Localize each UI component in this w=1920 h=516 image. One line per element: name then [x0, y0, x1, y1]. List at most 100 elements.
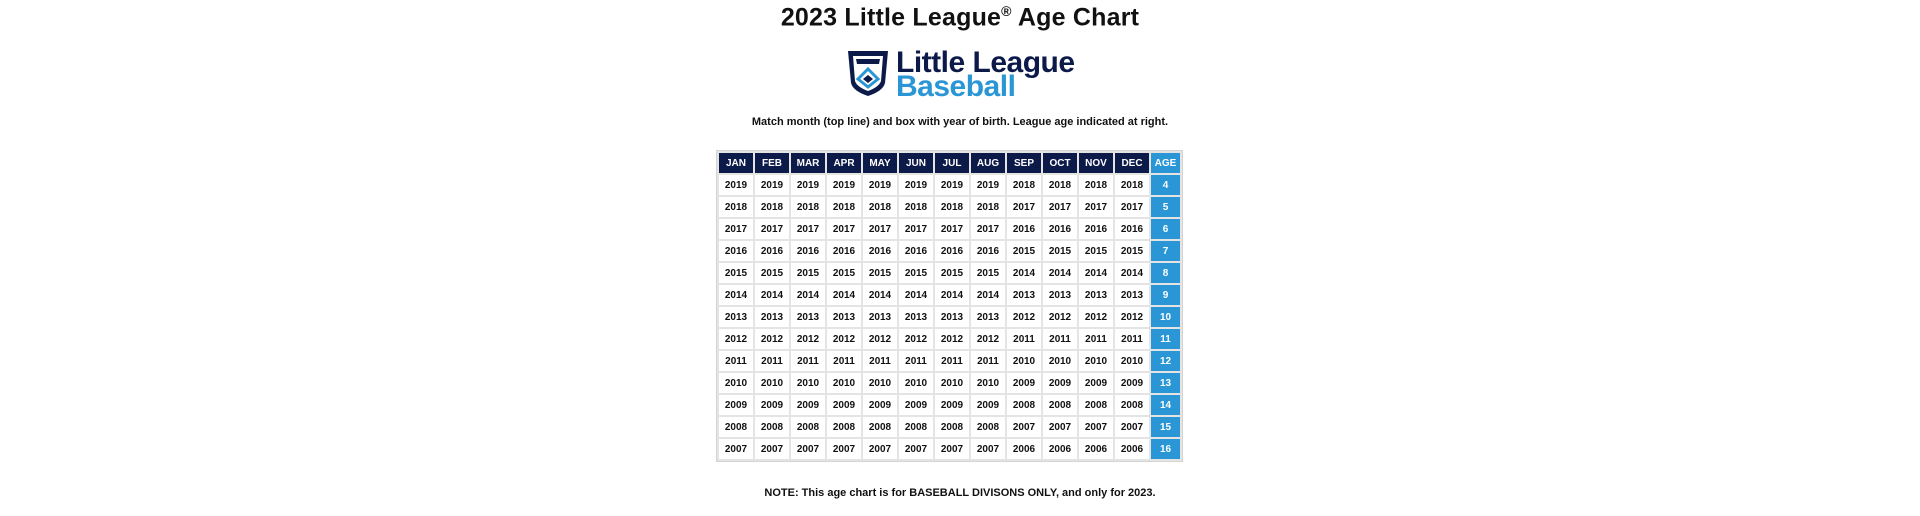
birth-year-cell: 2013	[755, 307, 789, 327]
birth-year-cell: 2015	[1115, 241, 1149, 261]
table-body: 2019 2019 2019 2019 2019 2019 2019 2019 2018 2018…	[719, 175, 1180, 459]
birth-year-cell: 2011	[791, 351, 825, 371]
birth-year-cell: 2016	[719, 241, 753, 261]
birth-year-cell: 2008	[1079, 395, 1113, 415]
birth-year-cell: 2019	[935, 175, 969, 195]
table-row: 2008 2008 2008 2008 2008 2008 2008 2008 2007 2007…	[719, 417, 1180, 437]
birth-year-cell: 2011	[863, 351, 897, 371]
birth-year-cell: 2016	[1115, 219, 1149, 239]
month-header: JUL	[935, 153, 969, 173]
birth-year-cell: 2018	[1007, 175, 1041, 195]
league-age-cell: 4	[1151, 175, 1180, 195]
logo-text-baseball: Baseball	[896, 70, 1016, 103]
birth-year-cell: 2013	[1007, 285, 1041, 305]
birth-year-cell: 2014	[1007, 263, 1041, 283]
birth-year-cell: 2017	[719, 219, 753, 239]
birth-year-cell: 2013	[971, 307, 1005, 327]
birth-year-cell: 2008	[935, 417, 969, 437]
birth-year-cell: 2017	[899, 219, 933, 239]
birth-year-cell: 2010	[935, 373, 969, 393]
birth-year-cell: 2013	[827, 307, 861, 327]
table-row: 2007 2007 2007 2007 2007 2007 2007 2007 2006 2006…	[719, 439, 1180, 459]
birth-year-cell: 2018	[1079, 175, 1113, 195]
birth-year-cell: 2011	[899, 351, 933, 371]
birth-year-cell: 2010	[863, 373, 897, 393]
birth-year-cell: 2007	[755, 439, 789, 459]
birth-year-cell: 2015	[935, 263, 969, 283]
birth-year-cell: 2015	[1043, 241, 1077, 261]
birth-year-cell: 2007	[1007, 417, 1041, 437]
page-title-suffix: Age Chart	[1011, 3, 1140, 32]
birth-year-cell: 2019	[899, 175, 933, 195]
birth-year-cell: 2017	[827, 219, 861, 239]
birth-year-cell: 2007	[971, 439, 1005, 459]
birth-year-cell: 2010	[827, 373, 861, 393]
birth-year-cell: 2015	[1007, 241, 1041, 261]
table-row: 2017 2017 2017 2017 2017 2017 2017 2017 2016 2016…	[719, 219, 1180, 239]
birth-year-cell: 2009	[935, 395, 969, 415]
birth-year-cell: 2009	[719, 395, 753, 415]
birth-year-cell: 2011	[1115, 329, 1149, 349]
month-header: JUN	[899, 153, 933, 173]
birth-year-cell: 2016	[1043, 219, 1077, 239]
birth-year-cell: 2019	[719, 175, 753, 195]
birth-year-cell: 2016	[827, 241, 861, 261]
birth-year-cell: 2012	[971, 329, 1005, 349]
birth-year-cell: 2008	[791, 417, 825, 437]
birth-year-cell: 2018	[791, 197, 825, 217]
birth-year-cell: 2009	[1115, 373, 1149, 393]
league-age-cell: 6	[1151, 219, 1180, 239]
birth-year-cell: 2017	[935, 219, 969, 239]
birth-year-cell: 2011	[1043, 329, 1077, 349]
birth-year-cell: 2007	[827, 439, 861, 459]
birth-year-cell: 2017	[1043, 197, 1077, 217]
birth-year-cell: 2018	[1115, 175, 1149, 195]
month-header: APR	[827, 153, 861, 173]
table-row: 2015 2015 2015 2015 2015 2015 2015 2015 2014 2014…	[719, 263, 1180, 283]
birth-year-cell: 2013	[899, 307, 933, 327]
birth-year-cell: 2013	[863, 307, 897, 327]
birth-year-cell: 2017	[791, 219, 825, 239]
birth-year-cell: 2014	[1079, 263, 1113, 283]
table-row: 2016 2016 2016 2016 2016 2016 2016 2016 2015 2015…	[719, 241, 1180, 261]
birth-year-cell: 2013	[1043, 285, 1077, 305]
birth-year-cell: 2016	[755, 241, 789, 261]
month-header: MAR	[791, 153, 825, 173]
month-header: AUG	[971, 153, 1005, 173]
birth-year-cell: 2012	[863, 329, 897, 349]
birth-year-cell: 2007	[935, 439, 969, 459]
birth-year-cell: 2011	[1079, 329, 1113, 349]
birth-year-cell: 2015	[791, 263, 825, 283]
birth-year-cell: 2015	[755, 263, 789, 283]
birth-year-cell: 2014	[755, 285, 789, 305]
birth-year-cell: 2015	[719, 263, 753, 283]
birth-year-cell: 2018	[1043, 175, 1077, 195]
birth-year-cell: 2013	[719, 307, 753, 327]
birth-year-cell: 2017	[971, 219, 1005, 239]
birth-year-cell: 2010	[971, 373, 1005, 393]
league-age-cell: 8	[1151, 263, 1180, 283]
birth-year-cell: 2014	[719, 285, 753, 305]
birth-year-cell: 2016	[863, 241, 897, 261]
birth-year-cell: 2018	[863, 197, 897, 217]
birth-year-cell: 2014	[971, 285, 1005, 305]
birth-year-cell: 2011	[827, 351, 861, 371]
birth-year-cell: 2012	[827, 329, 861, 349]
league-age-cell: 7	[1151, 241, 1180, 261]
birth-year-cell: 2008	[1043, 395, 1077, 415]
month-header: SEP	[1007, 153, 1041, 173]
birth-year-cell: 2009	[755, 395, 789, 415]
league-age-cell: 14	[1151, 395, 1180, 415]
birth-year-cell: 2013	[935, 307, 969, 327]
age-chart-table: JAN FEB MAR APR MAY JUN JUL AUG SEP OCT …	[716, 150, 1183, 462]
league-age-cell: 5	[1151, 197, 1180, 217]
table-row: 2012 2012 2012 2012 2012 2012 2012 2012 2011 2011…	[719, 329, 1180, 349]
birth-year-cell: 2007	[1115, 417, 1149, 437]
month-header: OCT	[1043, 153, 1077, 173]
birth-year-cell: 2014	[1043, 263, 1077, 283]
birth-year-cell: 2008	[971, 417, 1005, 437]
birth-year-cell: 2007	[719, 439, 753, 459]
birth-year-cell: 2011	[935, 351, 969, 371]
league-age-cell: 16	[1151, 439, 1180, 459]
birth-year-cell: 2012	[899, 329, 933, 349]
